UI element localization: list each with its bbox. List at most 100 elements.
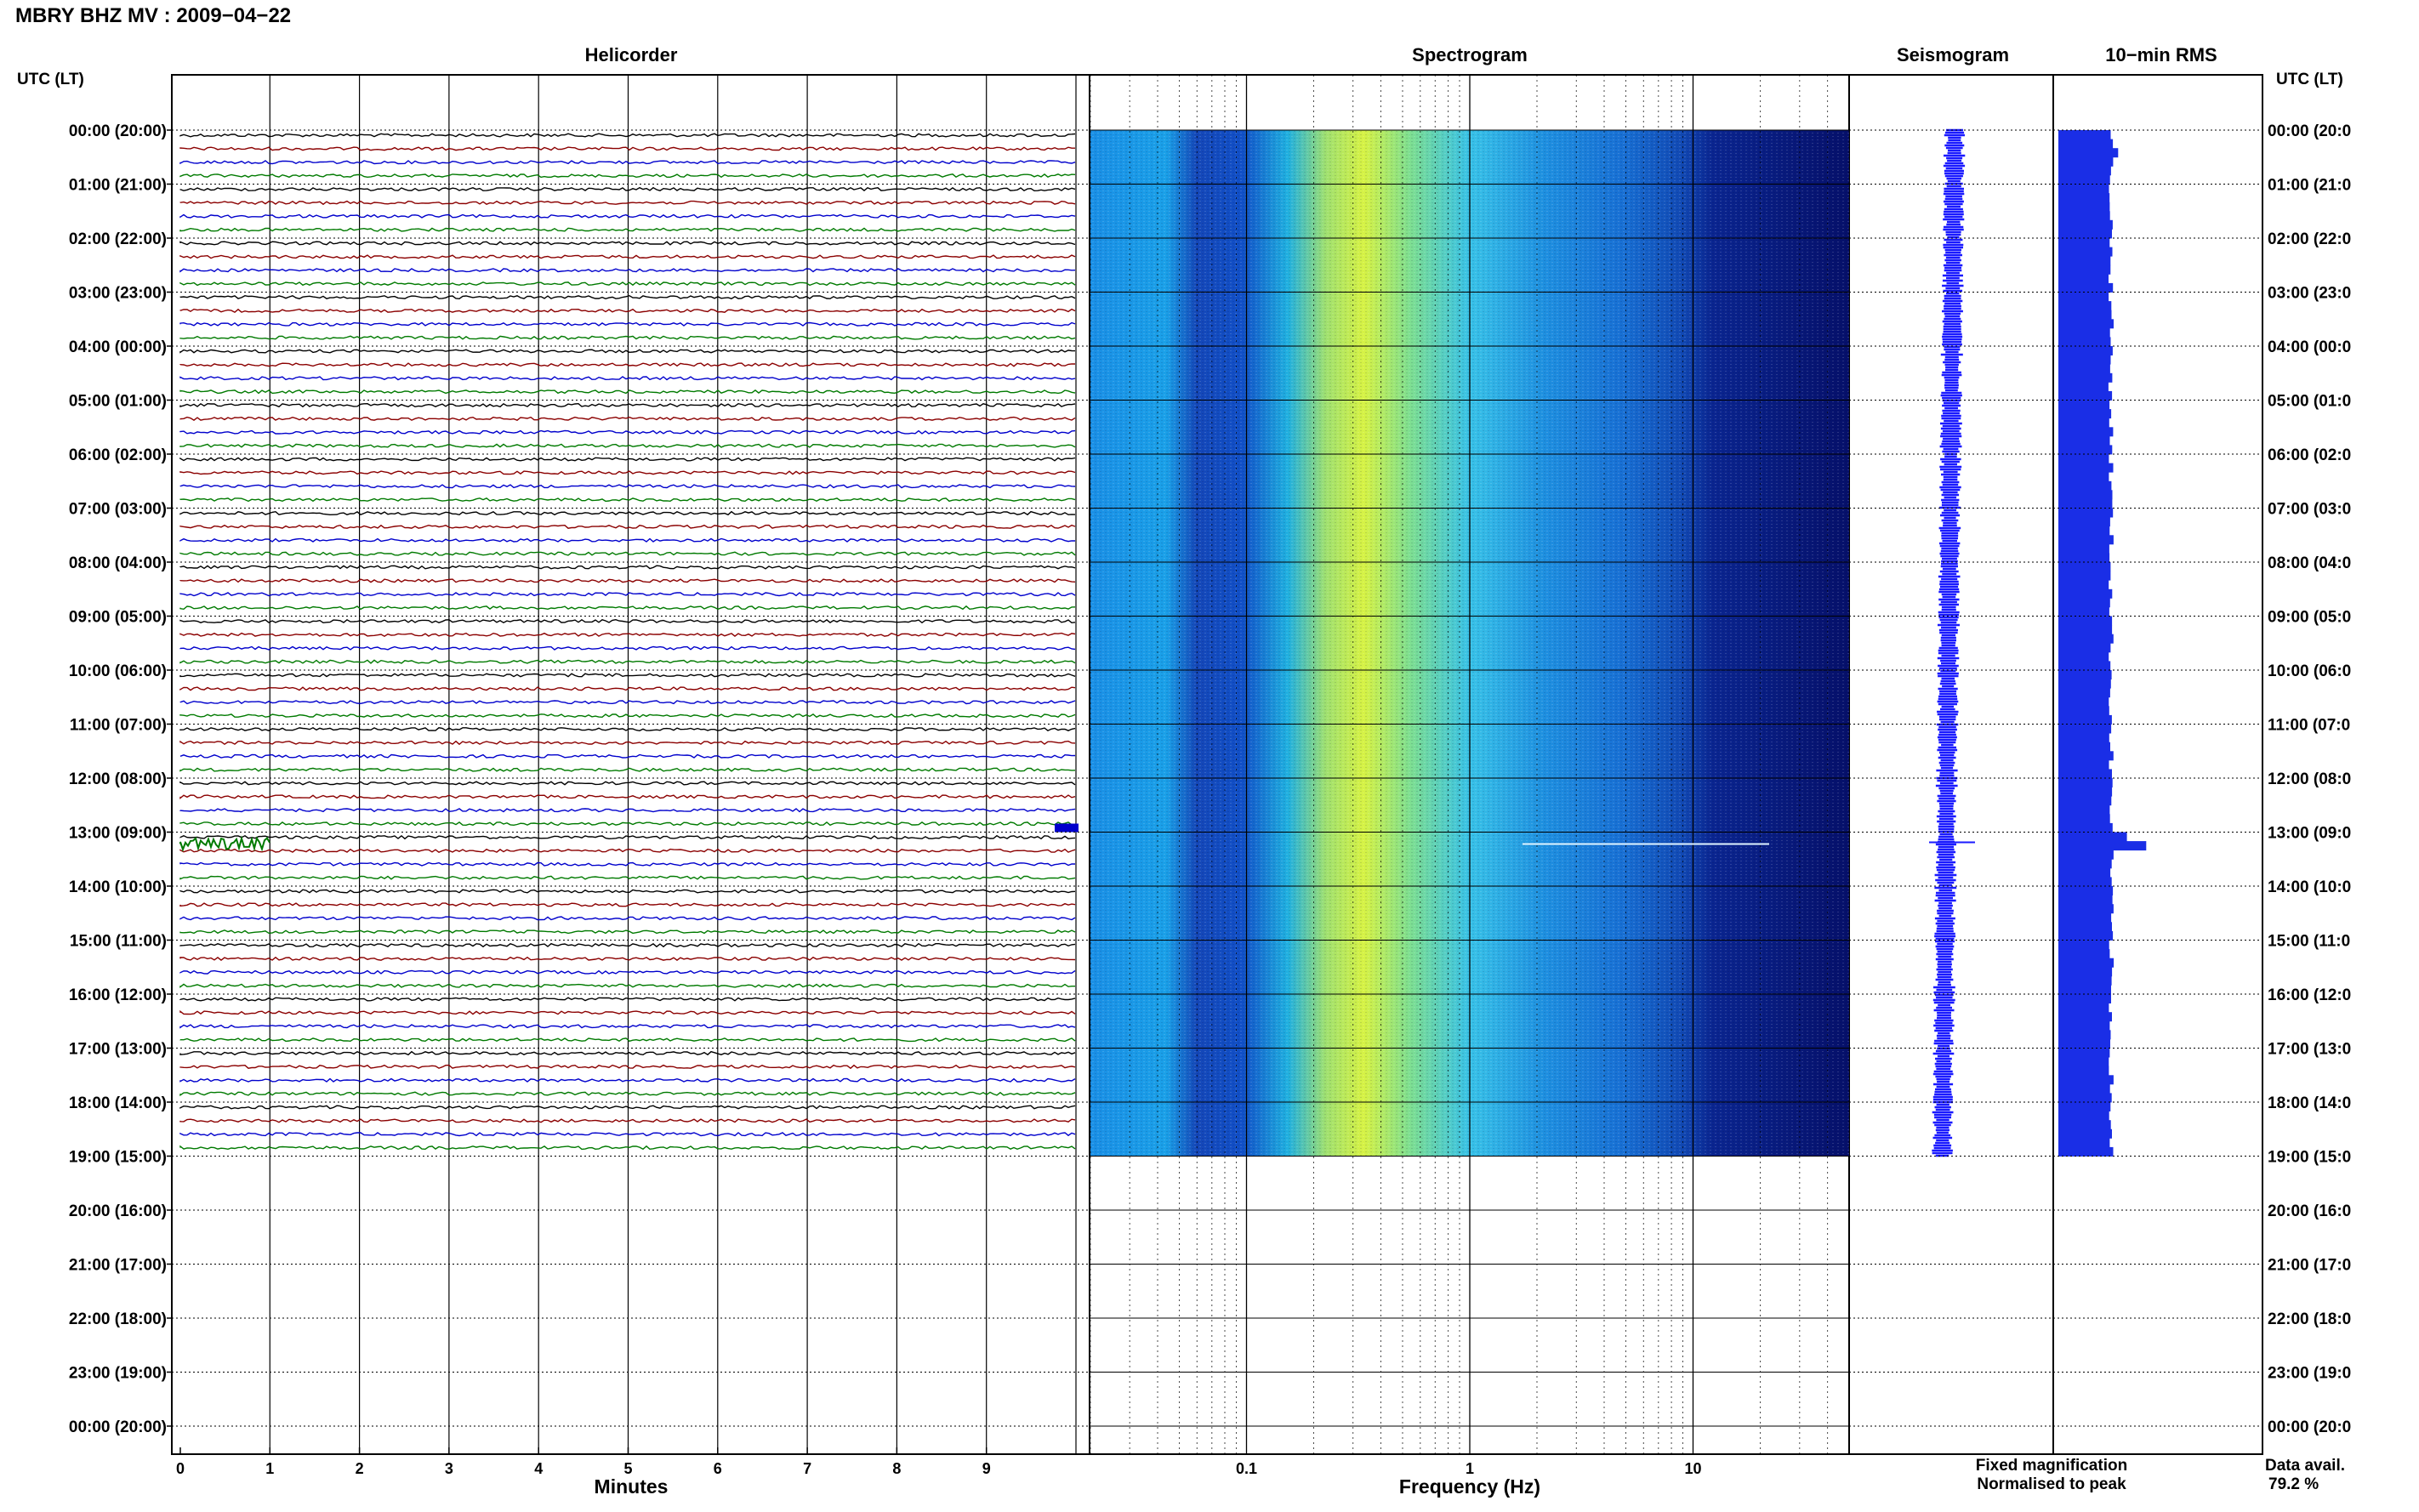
rms-bar (2058, 1038, 2110, 1049)
data-availability-label: Data avail. (2265, 1457, 2345, 1475)
rms-bar (2058, 156, 2114, 167)
rms-bar (2058, 490, 2113, 500)
spectrogram-grid (1090, 75, 1850, 1454)
rms-bar (2058, 1111, 2109, 1121)
helicorder-trace-line (179, 767, 1076, 772)
rms-bar (2058, 742, 2110, 752)
helicorder-trace-line (179, 700, 1076, 705)
helicorder-trace-line (179, 146, 1075, 151)
time-label-left: 15:00 (11:00) (70, 933, 167, 951)
rms-bars (2058, 130, 2147, 1157)
rms-bar (2058, 400, 2110, 410)
rms-bar (2058, 256, 2111, 266)
rms-bar (2058, 769, 2112, 779)
rms-bar (2058, 327, 2110, 338)
helicorder-trace-line (179, 1009, 1076, 1015)
helicorder-trace-line (179, 349, 1076, 354)
helicorder-trace-line (179, 484, 1076, 489)
helicorder-trace-line (179, 997, 1076, 1002)
rms-bar (2058, 751, 2114, 761)
helicorder-trace-line (179, 727, 1076, 732)
time-label-right: 00:00 (20:0 (2268, 122, 2351, 140)
helicorder-trace-line (179, 402, 1076, 408)
rms-bar (2058, 580, 2109, 590)
rms-bar (2058, 940, 2109, 950)
helicorder-trace-line (179, 956, 1076, 961)
helicorder-trace-line (179, 227, 1076, 232)
rms-bar (2058, 877, 2112, 887)
rms-bar (2058, 1066, 2109, 1076)
helicorder-trace-line (179, 753, 1076, 759)
helicorder-trace-line (179, 659, 1076, 664)
rms-bar (2058, 759, 2109, 770)
rms-bar (2058, 985, 2111, 995)
spectrogram-x-label: Frequency (Hz) (1399, 1475, 1540, 1498)
helicorder-trace-line (179, 1145, 1076, 1151)
rms-bar (2058, 571, 2111, 581)
helicorder-trace-line (179, 808, 1076, 813)
rms-bar (2058, 409, 2112, 419)
time-label-right: 06:00 (02:0 (2268, 446, 2351, 464)
rms-bar (2058, 498, 2113, 509)
time-label-left: 08:00 (04:00) (69, 554, 167, 572)
rms-bar (2058, 202, 2110, 212)
helicorder-x-tick-label: 2 (356, 1460, 364, 1477)
helicorder-trace-line (179, 160, 1076, 165)
time-label-left: 10:00 (06:00) (69, 662, 167, 680)
rms-bar (2058, 1003, 2109, 1013)
rms-bar (2058, 867, 2111, 878)
rms-bar (2058, 661, 2111, 671)
time-label-right: 19:00 (15:0 (2268, 1149, 2351, 1167)
helicorder-x-tick-label: 9 (982, 1460, 991, 1477)
rms-bar (2058, 1020, 2110, 1031)
helicorder-trace-line (179, 794, 1076, 799)
helicorder-trace-line (179, 1050, 1076, 1056)
rms-bar (2058, 670, 2112, 679)
rms-bar (2058, 1138, 2110, 1148)
rms-bar (2058, 435, 2110, 446)
rms-bar (2058, 696, 2109, 707)
helicorder-trace-line (179, 1024, 1076, 1029)
rms-bar (2058, 796, 2112, 806)
rms-bar (2058, 733, 2109, 743)
helicorder-trace-line (179, 537, 1076, 543)
helicorder-trace-line (179, 443, 1076, 448)
rms-bar (2058, 319, 2114, 329)
rms-bar (2058, 1120, 2111, 1130)
rms-bar (2058, 229, 2112, 239)
time-label-right: 11:00 (07:0 (2268, 717, 2350, 735)
time-label-left: 19:00 (15:00) (69, 1149, 167, 1167)
helicorder-trace-line (179, 632, 1076, 638)
helicorder-trace-line (179, 321, 1076, 327)
helicorder-trace-line (179, 268, 1076, 273)
rms-bar (2058, 1075, 2114, 1085)
rms-bar (2058, 922, 2112, 932)
rms-bar (2058, 958, 2114, 968)
rms-bar (2058, 238, 2110, 247)
helicorder-trace-line (179, 1118, 1076, 1123)
helicorder-trace-line (179, 497, 1076, 503)
time-label-left: 00:00 (20:00) (69, 122, 167, 140)
rms-bar (2058, 598, 2110, 608)
time-label-right: 09:00 (05:0 (2268, 609, 2351, 627)
rms-bar (2058, 508, 2114, 518)
helicorder-traces (179, 133, 1079, 1151)
rms-bar (2058, 535, 2114, 545)
helicorder-trace-line (179, 1105, 1076, 1110)
rms-bar (2058, 895, 2113, 905)
helicorder-trace-line (179, 713, 1076, 719)
helicorder-trace-line (179, 969, 1076, 975)
rms-bar (2058, 679, 2111, 689)
rms-bar (2058, 553, 2110, 563)
time-label-left: 13:00 (09:00) (69, 825, 167, 843)
time-label-left: 03:00 (23:00) (69, 285, 167, 303)
spectrogram-x-ticks: 0.1 1 10 (1236, 1460, 1702, 1477)
helicorder-trace-line (179, 686, 1076, 691)
time-label-right: 00:00 (20:0 (2268, 1418, 2351, 1436)
rms-bar (2058, 445, 2113, 455)
rms-bar (2058, 724, 2112, 734)
helicorder-trace-line (179, 429, 1076, 435)
time-label-right: 18:00 (14:0 (2268, 1094, 2351, 1112)
rms-bar (2058, 967, 2113, 977)
helicorder-trace-line (179, 213, 1076, 219)
